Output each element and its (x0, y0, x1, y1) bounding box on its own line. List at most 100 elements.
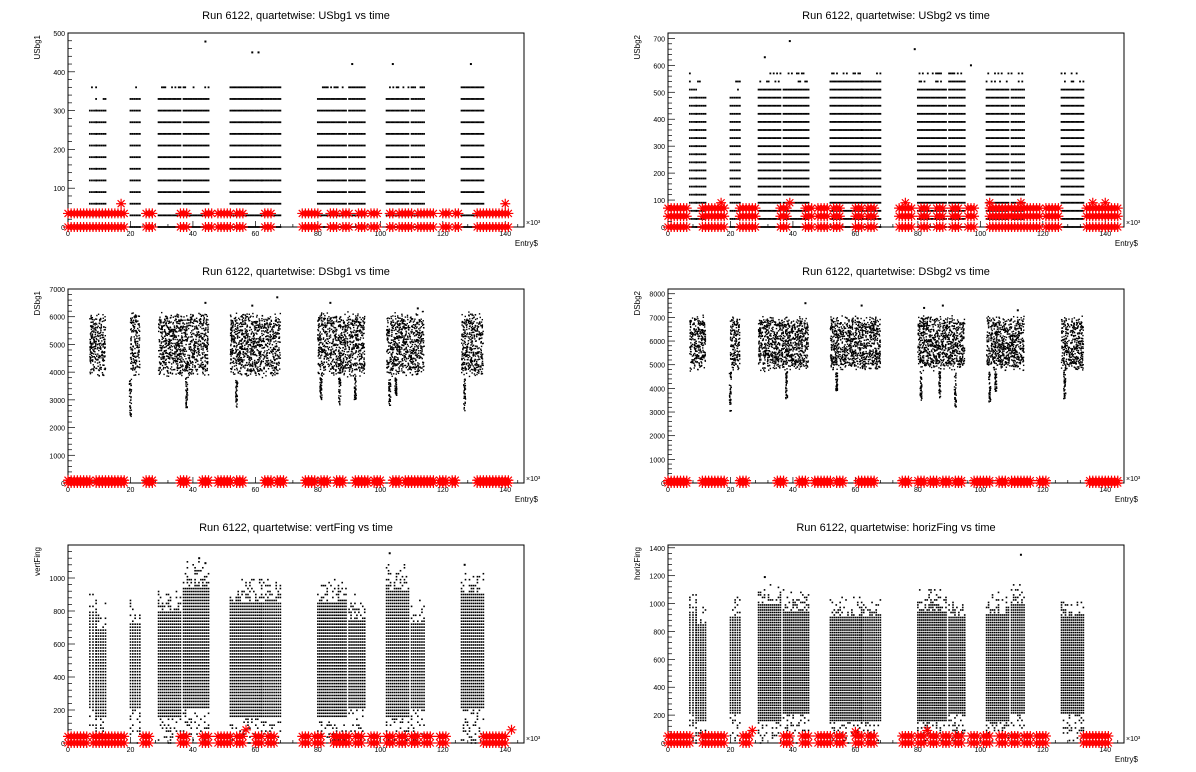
data-point (340, 191, 342, 193)
data-point (941, 169, 944, 172)
data-point (799, 169, 802, 172)
data-point (358, 202, 361, 205)
data-point (841, 137, 843, 139)
data-point (390, 202, 393, 205)
data-point (1072, 185, 1075, 188)
data-point (279, 214, 282, 217)
data-point (417, 191, 420, 193)
data-point (1077, 137, 1080, 139)
data-point (390, 156, 393, 159)
data-point (940, 209, 942, 212)
data-point (962, 121, 964, 123)
data-point (945, 169, 947, 172)
data-point (926, 185, 929, 188)
data-point (1065, 137, 1068, 139)
data-point (1004, 104, 1006, 107)
data-point (182, 121, 185, 124)
data-point (252, 214, 255, 217)
data-point (414, 156, 417, 159)
data-point (1019, 96, 1022, 99)
data-point (800, 161, 803, 164)
data-point (772, 129, 775, 131)
data-point (876, 112, 878, 115)
data-point (762, 193, 765, 196)
data-point (857, 80, 860, 83)
data-point (1005, 177, 1008, 180)
data-point (940, 153, 942, 156)
data-point (850, 169, 853, 172)
data-point (95, 179, 98, 182)
data-point (264, 132, 266, 135)
data-point (860, 169, 863, 172)
data-point (940, 88, 942, 91)
data-point (356, 109, 359, 112)
data-point (423, 179, 425, 182)
data-point (166, 179, 168, 182)
data-point (343, 121, 346, 124)
data-point (1010, 185, 1013, 188)
data-point (131, 226, 134, 228)
data-point (772, 72, 775, 75)
data-point (789, 169, 792, 172)
data-point (757, 121, 760, 123)
data-point (1075, 209, 1078, 212)
data-point (1072, 88, 1075, 91)
data-point (771, 218, 773, 220)
data-point (787, 112, 790, 115)
data-point (185, 156, 188, 159)
data-point (757, 88, 760, 91)
data-point (1004, 137, 1006, 139)
data-point (855, 137, 858, 139)
data-point (987, 112, 990, 115)
data-point (328, 98, 331, 100)
data-point (836, 137, 838, 139)
data-point (259, 86, 261, 89)
data-point (1012, 112, 1015, 115)
data-point (1077, 96, 1080, 99)
data-point (994, 112, 996, 115)
data-point (759, 96, 762, 99)
data-point (962, 137, 964, 139)
data-point (836, 153, 838, 156)
data-point (351, 191, 354, 193)
data-point (423, 132, 425, 135)
red-marker (312, 222, 323, 232)
data-point (174, 86, 177, 89)
data-point (394, 132, 396, 135)
data-point (857, 185, 860, 188)
data-point (735, 121, 737, 123)
data-point (779, 169, 782, 172)
data-point (336, 179, 339, 182)
data-point (102, 144, 105, 147)
data-point (936, 88, 939, 91)
data-point (402, 167, 405, 170)
data-point (951, 104, 954, 107)
data-point (784, 96, 787, 99)
data-point (1007, 201, 1010, 204)
x-tick-label: 140 (1099, 231, 1111, 238)
data-point (697, 145, 699, 148)
data-point (161, 121, 163, 124)
data-point (260, 167, 263, 170)
data-point (925, 177, 928, 180)
data-point (1005, 209, 1008, 212)
data-point (1079, 80, 1081, 83)
data-point (244, 167, 247, 170)
data-point (480, 167, 483, 170)
data-point (247, 202, 250, 205)
data-point (341, 156, 344, 159)
data-point (702, 201, 705, 204)
data-point (767, 88, 770, 91)
data-point (928, 137, 931, 139)
data-point (776, 72, 778, 75)
data-point (738, 137, 741, 139)
data-point (1069, 104, 1071, 107)
data-point (1019, 185, 1022, 188)
data-point (831, 112, 833, 115)
data-point (951, 72, 954, 75)
data-point (351, 109, 354, 112)
data-point (794, 104, 797, 107)
data-point (265, 132, 268, 135)
data-point (879, 226, 882, 228)
data-point (782, 137, 785, 139)
